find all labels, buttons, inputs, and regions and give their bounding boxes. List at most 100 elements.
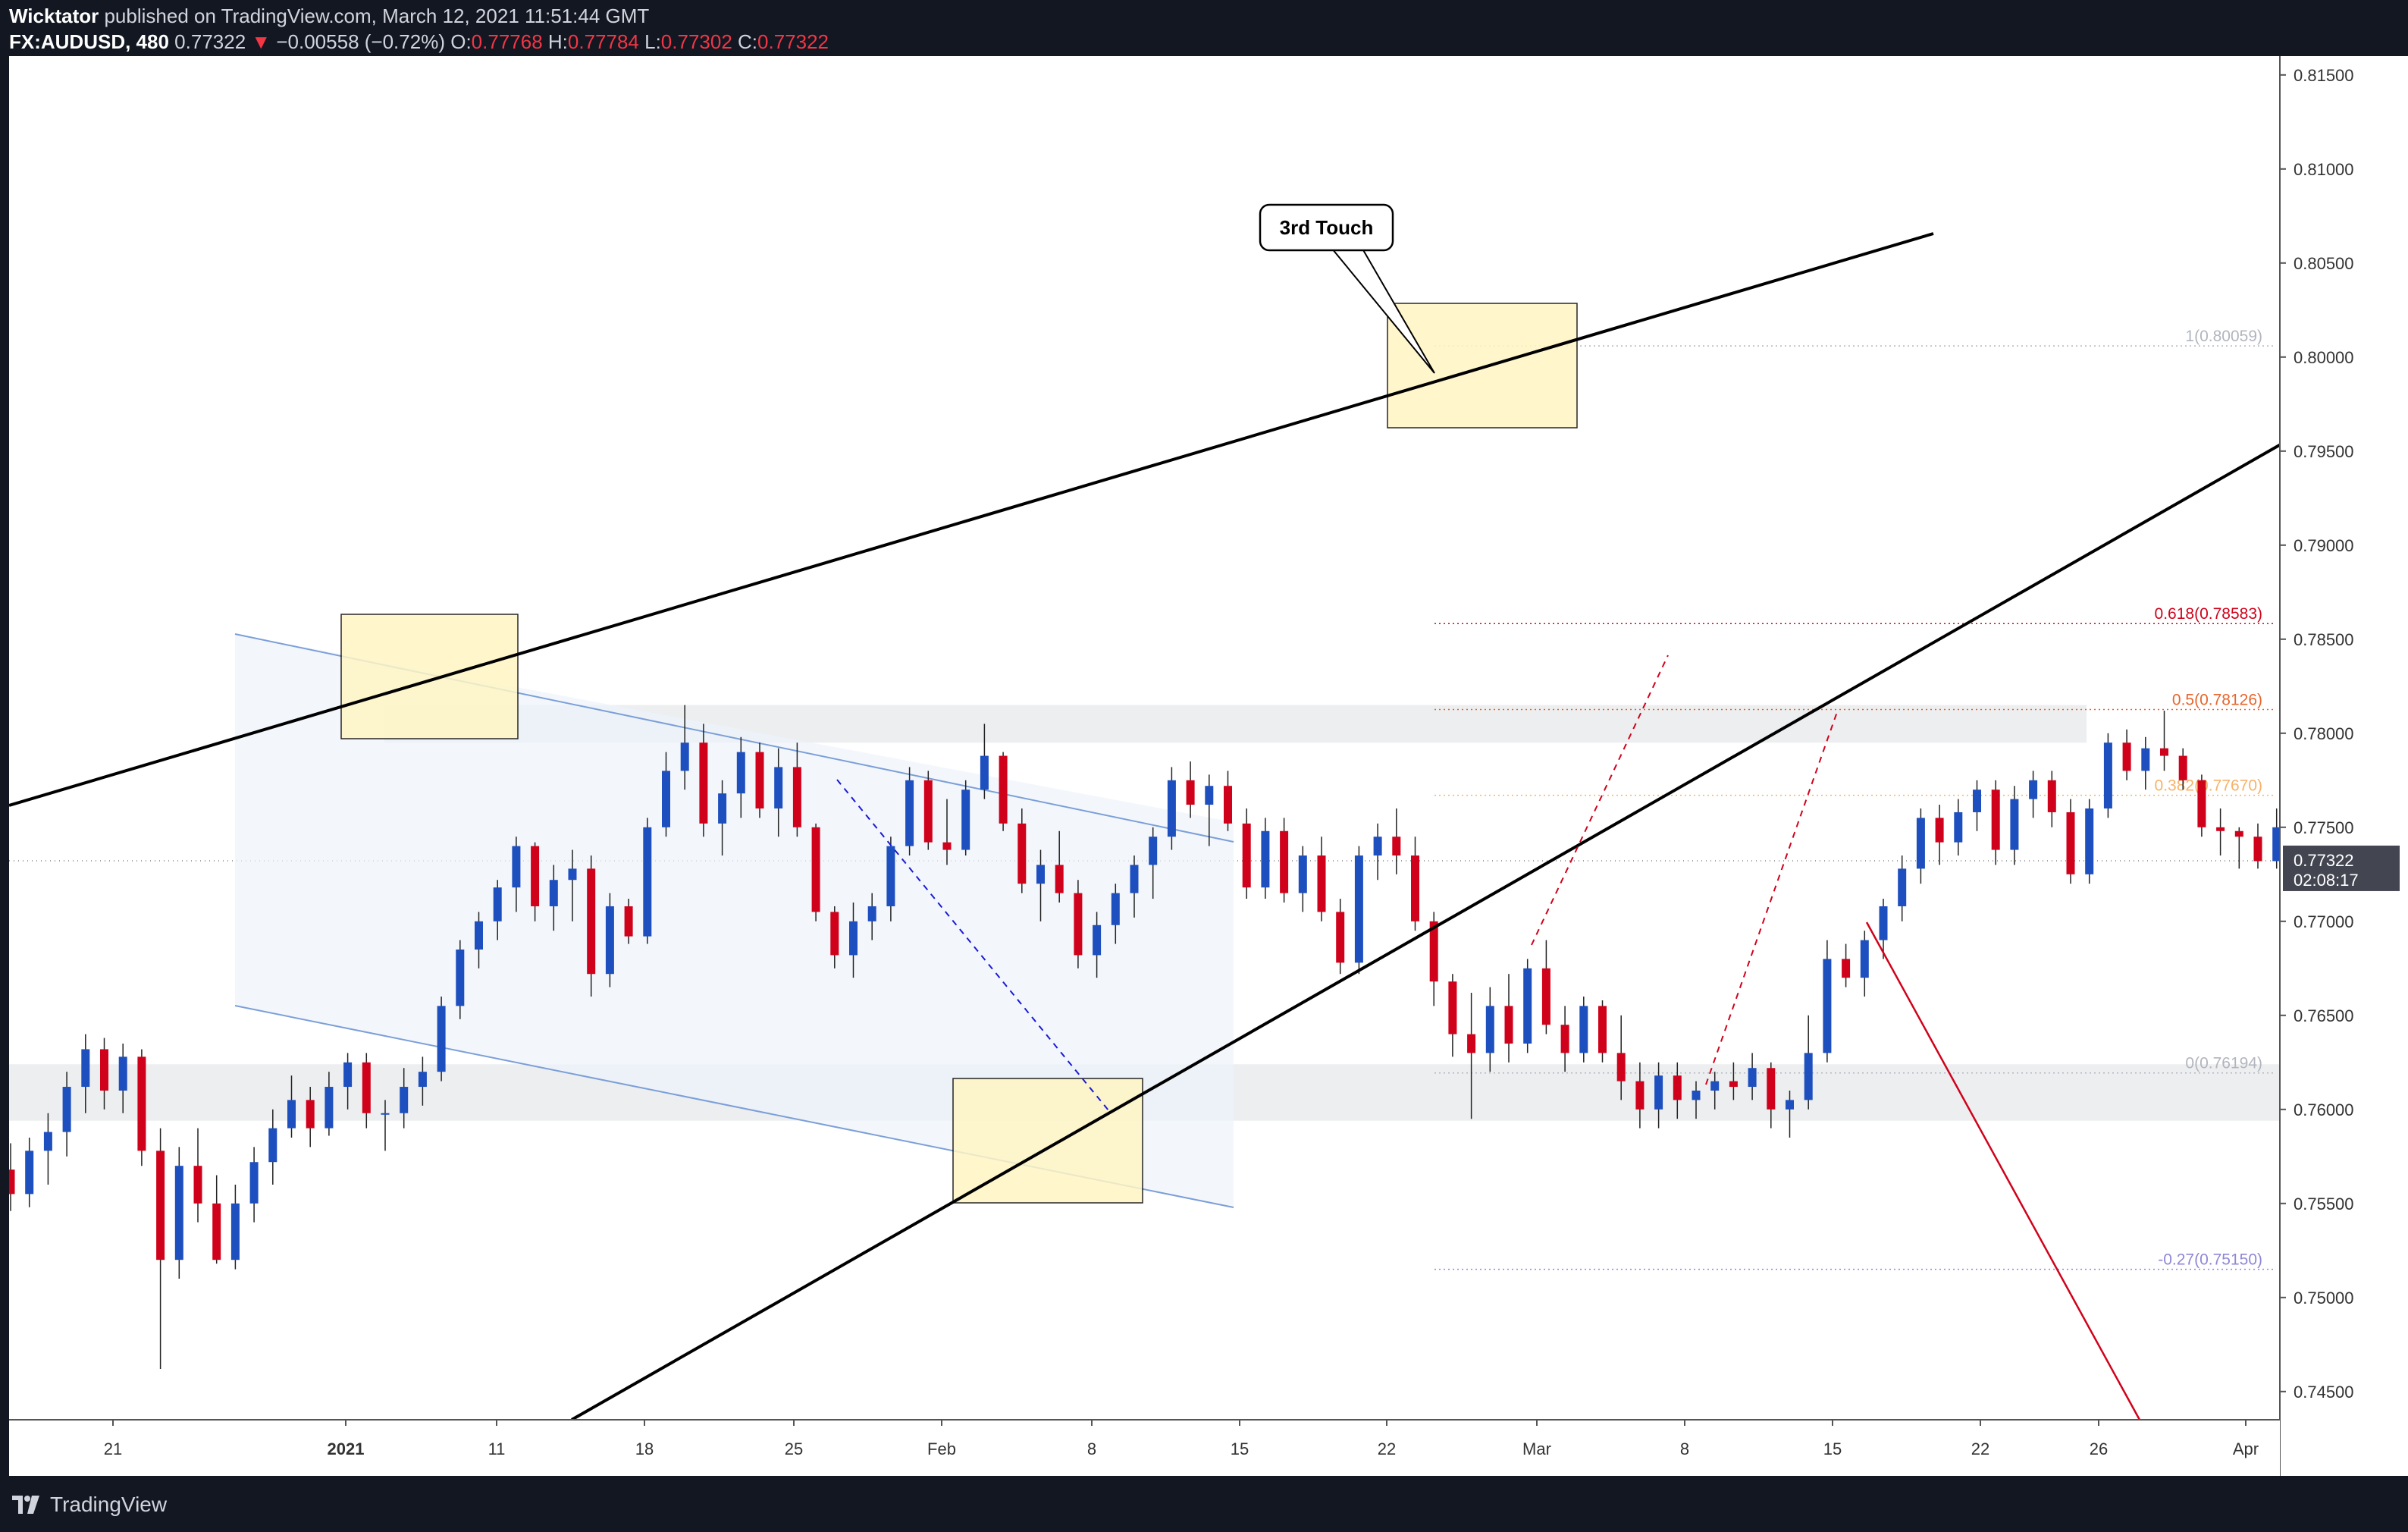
candle[interactable] [81,1034,90,1113]
candle[interactable] [400,1068,409,1129]
candle[interactable] [699,724,708,837]
candle[interactable] [923,771,933,850]
candle[interactable] [549,865,558,931]
author-name[interactable]: Wicktator [9,5,99,27]
candle[interactable] [1879,899,1888,959]
candle[interactable] [118,1044,127,1113]
candle[interactable] [43,1113,52,1185]
candle[interactable] [456,940,465,1019]
candle[interactable] [849,903,858,978]
candle[interactable] [1186,761,1195,818]
lower-wedge-trendline[interactable] [571,437,2292,1421]
candle[interactable] [1448,974,1457,1057]
candle[interactable] [2066,799,2075,884]
candle[interactable] [736,736,745,818]
candle[interactable] [193,1128,202,1223]
candle[interactable] [2197,774,2206,837]
candle[interactable] [1973,780,1981,831]
candle[interactable] [1598,1000,1607,1063]
rising-dashed-line[interactable] [1705,709,1839,1085]
candle[interactable] [156,1128,165,1370]
candle[interactable] [137,1049,146,1166]
candle[interactable] [1991,780,2000,865]
candle[interactable] [1298,846,1307,912]
candle[interactable] [1560,1006,1569,1072]
candle[interactable] [1280,818,1289,903]
candle[interactable] [1786,1091,1794,1138]
candle[interactable] [2216,808,2225,855]
candle[interactable] [867,893,876,940]
candle[interactable] [1411,837,1419,931]
candle[interactable] [1354,846,1363,975]
candle[interactable] [1935,805,1944,865]
callout-box[interactable] [1259,203,1394,252]
candle[interactable] [2103,733,2112,818]
candle[interactable] [249,1147,259,1223]
candle[interactable] [1767,1062,1776,1129]
candle[interactable] [2234,827,2243,869]
candle[interactable] [2122,729,2131,780]
highlight-box[interactable] [1387,303,1578,429]
candle[interactable] [1111,884,1120,944]
bearish-projection-line[interactable] [1865,921,2141,1421]
candle[interactable] [680,705,689,790]
candle[interactable] [1167,767,1176,850]
candle[interactable] [2253,823,2262,869]
candle[interactable] [437,997,446,1082]
time-axis[interactable]: 21 2021 11 18 25 Feb 8 15 22 Mar 8 15 22 26 Apr [9,1419,2280,1476]
candle[interactable] [6,1143,15,1211]
candle[interactable] [2029,771,2038,818]
candle[interactable] [1710,1072,1720,1110]
candle[interactable] [2010,786,2019,865]
candle[interactable] [792,742,801,837]
candle[interactable] [475,912,483,968]
candle[interactable] [343,1053,353,1110]
candle[interactable] [1467,993,1476,1119]
candle[interactable] [1523,959,1532,1053]
candle[interactable] [268,1109,277,1185]
candle[interactable] [1842,943,1851,987]
candle[interactable] [1130,855,1139,918]
candle[interactable] [624,899,633,944]
symbol-label[interactable]: FX:AUDUSD, 480 [9,30,169,53]
candle[interactable] [1392,808,1401,874]
highlight-box[interactable] [952,1078,1143,1204]
candle[interactable] [325,1072,334,1136]
candle[interactable] [755,742,764,818]
candle[interactable] [1485,987,1494,1072]
price-axis[interactable]: 0.81500 0.81000 0.80500 0.80000 0.79500 0.790… [2279,56,2408,1476]
candle[interactable] [62,1072,71,1157]
candle[interactable] [1149,827,1158,899]
chart-area[interactable]: 1(0.80059) 0.618(0.78583) 0.5(0.78126) 0.38… [6,56,2408,1476]
candle[interactable] [512,837,521,912]
candle[interactable] [306,1087,315,1147]
falling-dashed-line[interactable] [836,779,1109,1111]
candle[interactable] [100,1038,108,1110]
candle[interactable] [1860,931,1869,997]
candle[interactable] [531,842,540,921]
candle[interactable] [1823,940,1832,1063]
highlight-box[interactable] [340,614,519,739]
candle[interactable] [2141,736,2150,790]
candle[interactable] [1074,880,1083,968]
candle[interactable] [2178,748,2187,790]
candle[interactable] [662,752,670,837]
candle[interactable] [1261,818,1270,899]
candle[interactable] [212,1175,221,1264]
candle[interactable] [1804,1015,1813,1110]
candle[interactable] [811,823,820,921]
candlestick-chart[interactable]: 1(0.80059) 0.618(0.78583) 0.5(0.78126) 0.38… [6,56,2408,1476]
candle[interactable] [961,780,970,855]
candle[interactable] [568,849,577,921]
candle[interactable] [418,1056,427,1106]
candle[interactable] [174,1147,183,1279]
candle[interactable] [381,1100,390,1151]
candle[interactable] [1635,1062,1645,1129]
candle[interactable] [2047,771,2056,827]
candle[interactable] [1224,771,1232,831]
candle[interactable] [1055,830,1064,903]
candle[interactable] [1017,808,1027,893]
tradingview-brand[interactable]: TradingView [50,1493,168,1516]
rising-dashed-line[interactable] [1531,655,1669,946]
candle[interactable] [886,837,895,921]
